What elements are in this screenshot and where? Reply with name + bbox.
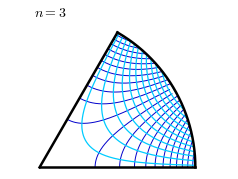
Text: $n = 3$: $n = 3$ [34,6,66,20]
